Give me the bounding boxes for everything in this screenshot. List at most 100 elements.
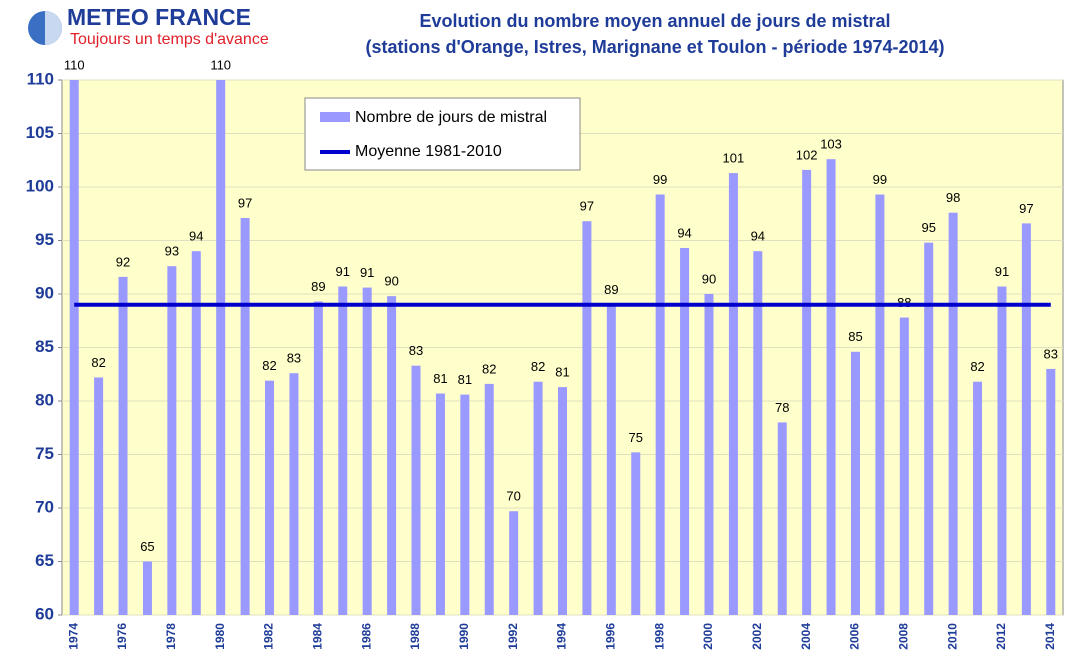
bar bbox=[484, 383, 494, 615]
bar bbox=[582, 221, 592, 616]
value-label: 91 bbox=[995, 264, 1009, 279]
x-tick-label: 1994 bbox=[555, 623, 569, 650]
value-label: 99 bbox=[653, 172, 667, 187]
value-label: 85 bbox=[848, 329, 862, 344]
value-label: 94 bbox=[751, 229, 765, 244]
value-label: 92 bbox=[116, 254, 130, 269]
y-tick-label: 90 bbox=[35, 283, 54, 302]
x-tick-label: 1980 bbox=[213, 623, 227, 650]
value-label: 95 bbox=[921, 220, 935, 235]
x-tick-label: 2014 bbox=[1043, 623, 1057, 650]
bar bbox=[728, 173, 738, 615]
value-label: 82 bbox=[262, 358, 276, 373]
bar bbox=[216, 80, 226, 615]
bar bbox=[973, 381, 983, 615]
x-tick-label: 1986 bbox=[359, 623, 373, 650]
y-tick-label: 110 bbox=[27, 69, 54, 88]
bar bbox=[777, 422, 787, 615]
bar bbox=[313, 301, 323, 615]
legend-box bbox=[304, 97, 581, 171]
value-label: 110 bbox=[64, 57, 85, 72]
bar bbox=[753, 251, 763, 615]
bar bbox=[948, 212, 958, 615]
value-label: 88 bbox=[897, 295, 911, 310]
value-label: 82 bbox=[531, 359, 545, 374]
bar bbox=[655, 194, 665, 616]
y-tick-label: 95 bbox=[35, 230, 54, 249]
y-tick-label: 60 bbox=[35, 604, 54, 623]
value-label: 102 bbox=[796, 147, 818, 162]
x-tick-label: 2004 bbox=[799, 623, 813, 650]
x-tick-label: 1978 bbox=[164, 623, 178, 650]
x-tick-label: 1996 bbox=[604, 623, 618, 650]
x-tick-label: 1990 bbox=[457, 623, 471, 650]
x-tick-label: 1998 bbox=[652, 623, 666, 650]
value-label: 103 bbox=[820, 137, 842, 152]
bar bbox=[680, 247, 690, 616]
value-label: 70 bbox=[506, 489, 520, 504]
value-label: 78 bbox=[775, 400, 789, 415]
bar bbox=[924, 242, 934, 615]
bar bbox=[997, 286, 1007, 615]
value-label: 81 bbox=[458, 372, 472, 387]
bar bbox=[875, 194, 885, 616]
x-tick-label: 1982 bbox=[262, 623, 276, 650]
bar bbox=[387, 296, 397, 615]
value-label: 110 bbox=[210, 57, 231, 72]
bar bbox=[338, 286, 348, 615]
bar bbox=[826, 159, 836, 615]
value-label: 65 bbox=[140, 539, 154, 554]
logo-icon-half bbox=[45, 11, 62, 45]
bar bbox=[265, 380, 275, 615]
x-tick-label: 1988 bbox=[408, 623, 422, 650]
bar bbox=[802, 169, 812, 615]
y-tick-label: 65 bbox=[35, 551, 54, 570]
bar bbox=[850, 351, 860, 615]
bar bbox=[899, 317, 909, 615]
bar bbox=[289, 373, 299, 615]
bar bbox=[533, 381, 543, 615]
bar bbox=[435, 393, 445, 615]
y-tick-label: 85 bbox=[35, 337, 54, 356]
x-tick-label: 2012 bbox=[994, 623, 1008, 650]
chart-title: Evolution du nombre moyen annuel de jour… bbox=[419, 11, 890, 31]
legend: Nombre de jours de mistral Moyenne 1981-… bbox=[304, 97, 581, 171]
value-label: 75 bbox=[629, 430, 643, 445]
bar bbox=[1046, 368, 1056, 615]
bar bbox=[1021, 223, 1031, 615]
value-label: 82 bbox=[970, 359, 984, 374]
value-label: 97 bbox=[580, 199, 594, 214]
y-tick-label: 80 bbox=[35, 390, 54, 409]
x-tick-label: 2002 bbox=[750, 623, 764, 650]
legend-swatch bbox=[320, 112, 350, 122]
value-label: 98 bbox=[946, 190, 960, 205]
value-label: 94 bbox=[189, 229, 203, 244]
y-tick-label: 105 bbox=[26, 123, 54, 142]
value-label: 97 bbox=[238, 195, 252, 210]
value-label: 82 bbox=[482, 361, 496, 376]
bar bbox=[94, 377, 104, 615]
x-tick-label: 1976 bbox=[115, 623, 129, 650]
value-label: 83 bbox=[287, 351, 301, 366]
bar bbox=[558, 387, 567, 615]
x-tick-label: 2006 bbox=[848, 623, 862, 650]
value-label: 101 bbox=[723, 151, 745, 166]
x-tick-label: 2000 bbox=[701, 623, 715, 650]
value-label: 91 bbox=[336, 264, 350, 279]
bar bbox=[411, 365, 421, 615]
value-label: 94 bbox=[677, 225, 691, 240]
bar bbox=[362, 287, 372, 615]
x-tick-label: 2008 bbox=[896, 623, 910, 650]
value-label: 99 bbox=[873, 172, 887, 187]
bar bbox=[460, 394, 470, 615]
value-label: 89 bbox=[604, 282, 618, 297]
y-tick-label: 75 bbox=[35, 444, 54, 463]
bar bbox=[509, 511, 519, 615]
value-label: 90 bbox=[384, 274, 398, 289]
logo-name: METEO FRANCE bbox=[67, 4, 251, 30]
bar bbox=[606, 304, 616, 615]
bar bbox=[631, 452, 641, 615]
bar bbox=[142, 561, 152, 615]
value-label: 89 bbox=[311, 279, 325, 294]
